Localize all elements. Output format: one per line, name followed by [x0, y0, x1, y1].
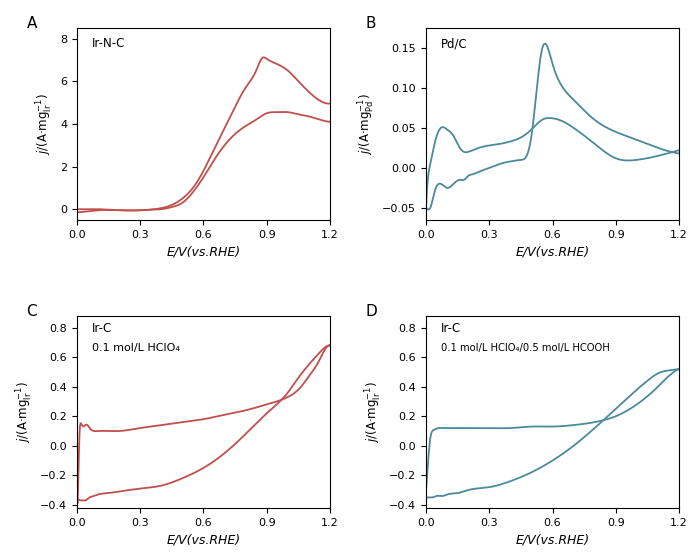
Text: Ir-C: Ir-C: [92, 321, 113, 335]
X-axis label: E/V(vs.RHE): E/V(vs.RHE): [167, 245, 241, 258]
Text: C: C: [27, 304, 37, 319]
Text: Pd/C: Pd/C: [441, 37, 468, 50]
Text: B: B: [365, 16, 376, 31]
X-axis label: E/V(vs.RHE): E/V(vs.RHE): [515, 533, 589, 546]
Text: A: A: [27, 16, 37, 31]
Text: Ir-N-C: Ir-N-C: [92, 37, 125, 50]
Y-axis label: $j$/(A·mg$_{\rm Ir}^{-1}$): $j$/(A·mg$_{\rm Ir}^{-1}$): [34, 93, 55, 155]
Y-axis label: $j$/(A·mg$_{\rm Ir}^{-1}$): $j$/(A·mg$_{\rm Ir}^{-1}$): [363, 381, 384, 443]
Y-axis label: $j$/(A·mg$_{\rm Ir}^{-1}$): $j$/(A·mg$_{\rm Ir}^{-1}$): [15, 381, 34, 443]
Text: Ir-C: Ir-C: [441, 321, 461, 335]
Y-axis label: $j$/(A·mg$_{\rm Pd}^{-1}$): $j$/(A·mg$_{\rm Pd}^{-1}$): [356, 93, 377, 155]
Text: 0.1 mol/L HClO₄: 0.1 mol/L HClO₄: [92, 343, 180, 353]
X-axis label: E/V(vs.RHE): E/V(vs.RHE): [167, 533, 241, 546]
Text: 0.1 mol/L HClO₄/0.5 mol/L HCOOH: 0.1 mol/L HClO₄/0.5 mol/L HCOOH: [441, 343, 610, 353]
Text: D: D: [365, 304, 377, 319]
X-axis label: E/V(vs.RHE): E/V(vs.RHE): [515, 245, 589, 258]
